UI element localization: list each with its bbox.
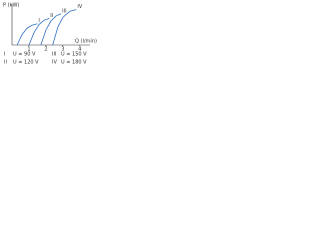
x-tick-label: 4 [78,47,81,53]
legend-text: U = 120 V [13,60,39,66]
curve-label: II [50,13,53,19]
legend-name: IV [52,60,57,66]
curve-label: I [38,18,39,24]
page: {"chart_data":{"type":"line","y_label":"… [0,0,320,71]
curve [40,13,62,46]
curve [16,23,38,46]
curve-label: IV [77,4,82,10]
legend-text: U = 90 V [13,52,36,58]
legend-name: I [4,52,5,58]
y-axis-label: P (kW) [3,3,19,9]
legend-name: III [52,52,56,58]
legend-name: II [4,60,7,66]
curve [52,9,77,46]
legend-text: U = 150 V [61,52,87,58]
x-tick-label: 2 [44,47,47,53]
legend-text: U = 180 V [61,60,87,66]
curve [28,18,50,46]
curve-label: III [62,8,66,14]
x-axis-label: Q (l/min) [75,39,97,45]
x-tick-label: 1 [27,47,30,53]
x-tick-label: 3 [61,47,64,53]
